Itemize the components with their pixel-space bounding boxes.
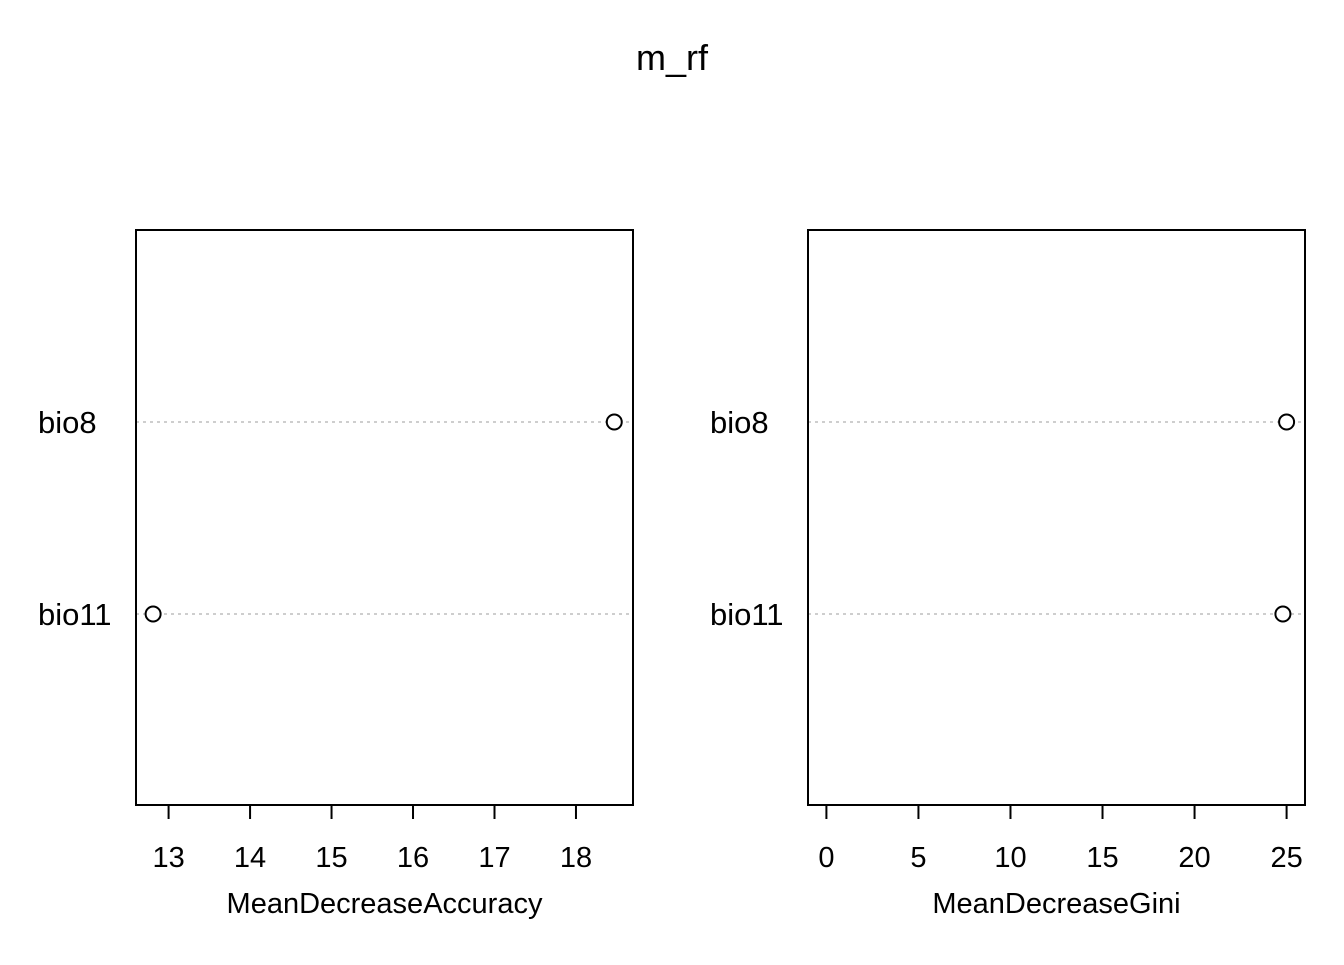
point-bio11 xyxy=(144,605,162,623)
x-tick-label-20: 20 xyxy=(1178,842,1210,874)
category-label-bio8: bio8 xyxy=(38,405,97,440)
chart-title: m_rf xyxy=(636,37,709,78)
x-axis-title: MeanDecreaseAccuracy xyxy=(227,888,543,920)
plot-frame xyxy=(807,229,1306,806)
x-tick-label-16: 16 xyxy=(397,842,429,874)
plot-frame xyxy=(135,229,634,806)
x-tick-label-25: 25 xyxy=(1270,842,1302,874)
panel-2: bio8 bio11 0 5 10 15 20 25 MeanDecreaseGini xyxy=(710,229,1306,920)
category-label-bio8: bio8 xyxy=(710,405,769,440)
category-label-bio11: bio11 xyxy=(710,597,784,632)
x-tick-label-13: 13 xyxy=(152,842,184,874)
x-tick-label-15: 15 xyxy=(315,842,347,874)
panel-1: bio8 bio11 13 14 15 16 17 18 MeanDecreaseAccurac… xyxy=(38,229,634,920)
x-tick-label-5: 5 xyxy=(910,842,926,874)
panels-layer: bio8 bio11 13 14 15 16 17 18 MeanDecreaseAccurac… xyxy=(38,229,1306,920)
x-axis-title: MeanDecreaseGini xyxy=(932,888,1180,920)
point-bio8 xyxy=(605,413,623,431)
category-label-bio11: bio11 xyxy=(38,597,112,632)
x-tick-label-10: 10 xyxy=(994,842,1026,874)
point-bio11 xyxy=(1274,605,1292,623)
x-tick-label-14: 14 xyxy=(234,842,266,874)
x-tick-label-0: 0 xyxy=(818,842,834,874)
x-tick-label-17: 17 xyxy=(478,842,510,874)
x-tick-label-18: 18 xyxy=(560,842,592,874)
x-tick-label-15: 15 xyxy=(1086,842,1118,874)
point-bio8 xyxy=(1278,413,1296,431)
